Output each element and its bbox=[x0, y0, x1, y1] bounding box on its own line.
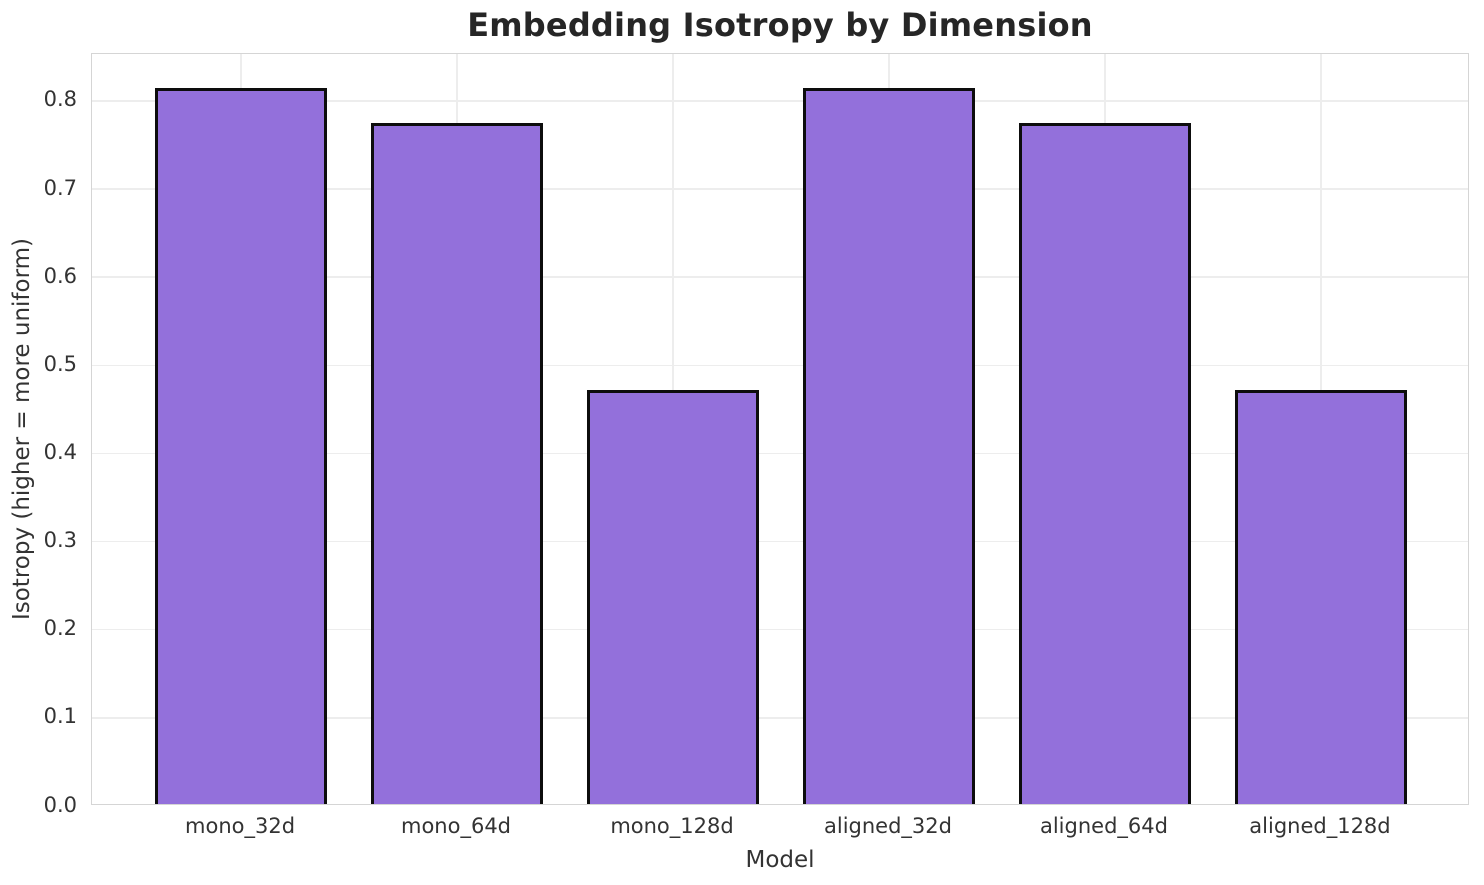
y-tick-label: 0.1 bbox=[43, 704, 77, 729]
y-gridline bbox=[92, 452, 1468, 455]
y-tick-label: 0.0 bbox=[43, 792, 77, 817]
bar-mono_128d bbox=[586, 389, 760, 804]
bar-aligned_128d bbox=[1234, 389, 1408, 804]
y-gridline bbox=[92, 188, 1468, 190]
chart-title: Embedding Isotropy by Dimension bbox=[467, 6, 1093, 44]
y-tick-label: 0.3 bbox=[43, 528, 77, 553]
bar-aligned_64d bbox=[1018, 122, 1192, 804]
y-gridline bbox=[92, 717, 1468, 719]
bar-aligned_32d bbox=[802, 87, 976, 804]
x-tick-label: aligned_64d bbox=[1039, 814, 1168, 838]
y-tick-label: 0.5 bbox=[43, 351, 77, 376]
y-tick-label: 0.8 bbox=[43, 87, 77, 112]
y-gridline bbox=[92, 276, 1468, 278]
y-gridline bbox=[92, 100, 1468, 102]
x-tick-label: mono_128d bbox=[610, 814, 734, 838]
y-tick-label: 0.2 bbox=[43, 616, 77, 641]
y-tick-label: 0.7 bbox=[43, 175, 77, 200]
x-tick-label: mono_32d bbox=[185, 814, 296, 838]
bar-mono_64d bbox=[370, 122, 544, 804]
x-tick-label: mono_64d bbox=[401, 814, 512, 838]
y-gridline bbox=[92, 628, 1468, 631]
x-tick-label: aligned_128d bbox=[1249, 814, 1391, 838]
x-axis-label: Model bbox=[745, 847, 815, 873]
x-tick-label: aligned_32d bbox=[823, 814, 952, 838]
y-gridline bbox=[92, 540, 1468, 543]
bar-mono_32d bbox=[154, 87, 328, 804]
y-tick-label: 0.6 bbox=[43, 263, 77, 288]
plot-area bbox=[91, 53, 1469, 805]
y-gridline bbox=[92, 364, 1468, 367]
y-tick-label: 0.4 bbox=[43, 439, 77, 464]
